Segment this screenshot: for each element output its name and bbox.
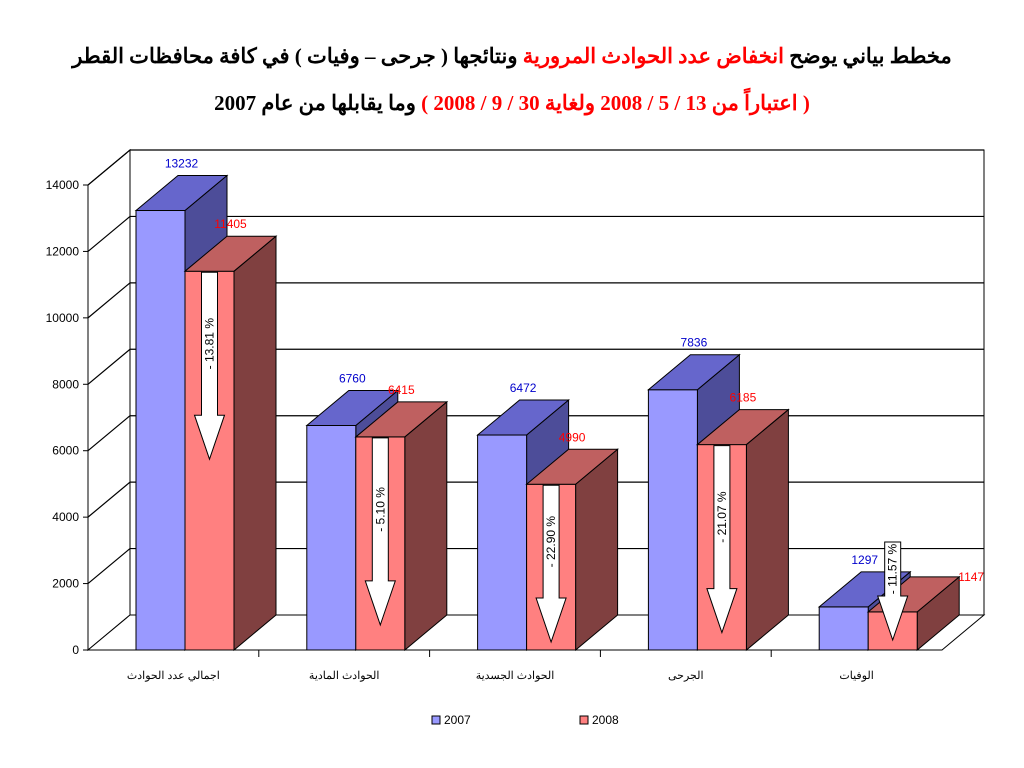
- data-label-2007: 6760: [339, 371, 366, 385]
- change-label: - 21.07 %: [715, 491, 729, 543]
- x-category-label: الوفيات: [839, 670, 873, 682]
- bar-2007-front: [818, 606, 869, 651]
- bar-2008-side: [233, 235, 277, 652]
- data-label-2007: 13232: [165, 157, 199, 171]
- bar-2007-top: [647, 354, 741, 391]
- bar-2008-top: [525, 448, 619, 485]
- change-arrow: [193, 271, 226, 461]
- x-category-label: اجمالي عدد الحوادث: [127, 670, 220, 682]
- bar-2007-front: [477, 434, 528, 651]
- bar-2008-top: [183, 235, 278, 272]
- gridline: [87, 348, 984, 385]
- change-arrow: [535, 484, 567, 644]
- x-category-label: الحوادث الجسدية: [476, 670, 555, 682]
- data-label-2007: 7836: [681, 336, 708, 350]
- bar-2008-top: [354, 401, 449, 438]
- bar-2007-top: [476, 399, 570, 436]
- title-line-1-part-3: ونتائجها ( جرحى – وفيات ) في كافة محافظا…: [72, 44, 518, 68]
- change-label: - 22.90 %: [544, 516, 558, 568]
- y-tick-label: 12000: [46, 244, 80, 258]
- y-tick-label: 6000: [52, 444, 79, 458]
- change-arrow: [706, 445, 738, 635]
- change-label: - 11.57 %: [886, 543, 900, 594]
- bar-2007-top: [305, 389, 400, 426]
- change-label: - 13.81 %: [203, 318, 217, 370]
- y-tick-label: 14000: [46, 178, 80, 192]
- title-line-1-part-1: مخطط بياني يوضح: [789, 44, 952, 68]
- y-tick-label: 2000: [52, 577, 79, 591]
- data-label-2008: 1147: [958, 570, 984, 584]
- legend: 2007 2008: [431, 713, 619, 727]
- y-tick-label: 10000: [46, 311, 80, 325]
- data-label-2008: 6415: [388, 383, 415, 397]
- change-arrow: [877, 541, 909, 642]
- chart-title-line-1: مخطط بياني يوضح انخفاض عدد الحوادث المرو…: [0, 44, 1024, 69]
- legend-label: 2008: [592, 713, 619, 727]
- change-label: - 5.10 %: [373, 487, 387, 532]
- side-wall: [87, 148, 131, 652]
- bar-2008-side: [404, 400, 448, 652]
- y-tick-label: 4000: [52, 510, 79, 524]
- gridline: [87, 215, 984, 252]
- data-label-2007: 1297: [851, 553, 878, 567]
- bar-2008-side: [745, 408, 789, 652]
- data-label-2007: 6472: [510, 381, 537, 395]
- legend-swatch: [431, 715, 441, 725]
- bar-2007-front: [306, 424, 357, 651]
- x-category-label: الحوادث المادية: [309, 670, 380, 682]
- bar-2007-front: [647, 389, 698, 651]
- data-label-2008: 4990: [559, 430, 586, 444]
- title-line-2-part-2: وما يقابلها من عام 2007: [214, 91, 416, 115]
- bar-2007-top: [134, 175, 229, 212]
- bar-2008-top: [696, 409, 790, 446]
- gridline: [87, 282, 984, 319]
- legend-swatch: [579, 715, 589, 725]
- gridline: [87, 149, 984, 186]
- change-arrow: [364, 437, 396, 627]
- chart-title-line-2: ( اعتباراً من 13 / 5 / 2008 ولغاية 30 / …: [0, 91, 1024, 116]
- bar-2008: [696, 408, 790, 652]
- title-line-2-part-1: ( اعتباراً من 13 / 5 / 2008 ولغاية 30 / …: [421, 91, 810, 115]
- bar-2008: [183, 235, 278, 652]
- bar-2008: [354, 400, 449, 652]
- bar-2008: [525, 448, 619, 652]
- title-line-1-part-2: انخفاض عدد الحوادث المرورية: [522, 44, 784, 68]
- bar-2007-front: [135, 210, 186, 651]
- y-tick-label: 8000: [52, 377, 79, 391]
- data-label-2008: 11405: [214, 217, 247, 231]
- legend-label: 2007: [444, 713, 471, 727]
- data-label-2008: 6185: [730, 391, 757, 405]
- x-category-label: الجرحى: [668, 670, 704, 682]
- y-tick-label: 0: [72, 643, 79, 657]
